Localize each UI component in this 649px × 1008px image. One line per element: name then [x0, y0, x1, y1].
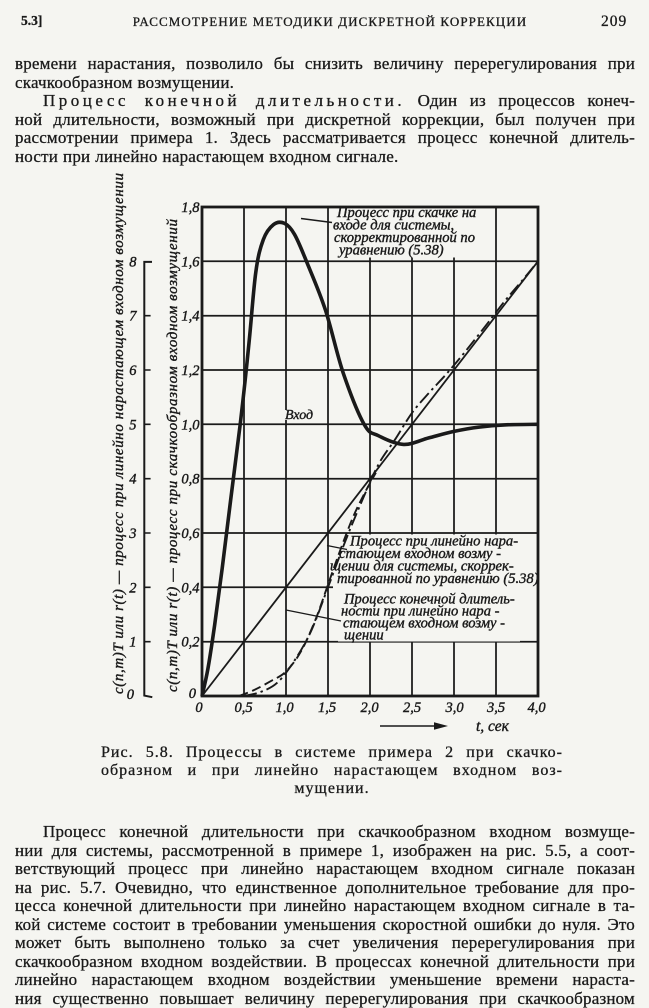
svg-text:3,5: 3,5 [486, 700, 505, 716]
svg-text:1,0: 1,0 [275, 700, 294, 716]
svg-text:0,5: 0,5 [234, 700, 252, 716]
svg-text:Процесс конечной длитель-: Процесс конечной длитель- [343, 592, 515, 608]
svg-text:тированной по уравнению (5.38): тированной по уравнению (5.38) [337, 571, 539, 587]
svg-text:входе для системы,: входе для системы, [333, 218, 454, 234]
svg-text:7: 7 [129, 309, 137, 325]
svg-text:Процесс при линейно нара-: Процесс при линейно нара- [349, 534, 518, 550]
svg-text:c(n,m)T или r(t) — процесс при: c(n,m)T или r(t) — процесс при скачкообр… [165, 219, 181, 693]
svg-text:0: 0 [195, 700, 203, 716]
svg-text:3,0: 3,0 [444, 700, 464, 716]
svg-text:Вход: Вход [285, 408, 313, 423]
svg-text:стающем входном возму -: стающем входном возму - [343, 616, 505, 632]
svg-text:1,6: 1,6 [181, 254, 200, 270]
svg-text:1,4: 1,4 [181, 309, 199, 325]
svg-text:скорректированной по: скорректированной по [334, 230, 475, 246]
svg-text:0,4: 0,4 [181, 580, 199, 596]
svg-text:ности при линейно нара -: ности при линейно нара - [341, 604, 500, 620]
svg-text:3: 3 [128, 526, 136, 542]
svg-text:щении для системы, скоррек-: щении для системы, скоррек- [330, 559, 514, 575]
svg-text:c(n,m)T или r(t) — процесс при: c(n,m)T или r(t) — процесс при линейно н… [111, 173, 127, 694]
svg-text:1,0: 1,0 [181, 417, 200, 433]
svg-text:8: 8 [129, 254, 137, 270]
svg-text:1,5: 1,5 [318, 700, 336, 716]
svg-text:2,0: 2,0 [360, 700, 379, 716]
svg-text:0: 0 [127, 687, 135, 703]
svg-text:уравнению (5.38): уравнению (5.38) [337, 243, 444, 259]
svg-text:щении: щении [344, 628, 384, 644]
svg-text:1,2: 1,2 [181, 363, 199, 379]
svg-text:4,0: 4,0 [527, 700, 546, 716]
svg-text:Процесс при скачке на: Процесс при скачке на [336, 205, 476, 221]
svg-text:5: 5 [129, 417, 136, 433]
svg-text:2: 2 [129, 580, 136, 596]
svg-text:0: 0 [189, 686, 197, 702]
svg-text:t, сек: t, сек [476, 718, 510, 735]
svg-text:1,8: 1,8 [181, 200, 200, 216]
svg-text:0,8: 0,8 [181, 472, 200, 488]
svg-text:стающем входном возму -: стающем входном возму - [339, 546, 501, 562]
svg-text:1: 1 [129, 635, 136, 651]
svg-text:0,2: 0,2 [181, 635, 199, 651]
svg-text:6: 6 [129, 363, 137, 379]
svg-text:4: 4 [129, 472, 136, 488]
svg-text:0,6: 0,6 [181, 526, 200, 542]
svg-text:2,5: 2,5 [403, 700, 421, 716]
